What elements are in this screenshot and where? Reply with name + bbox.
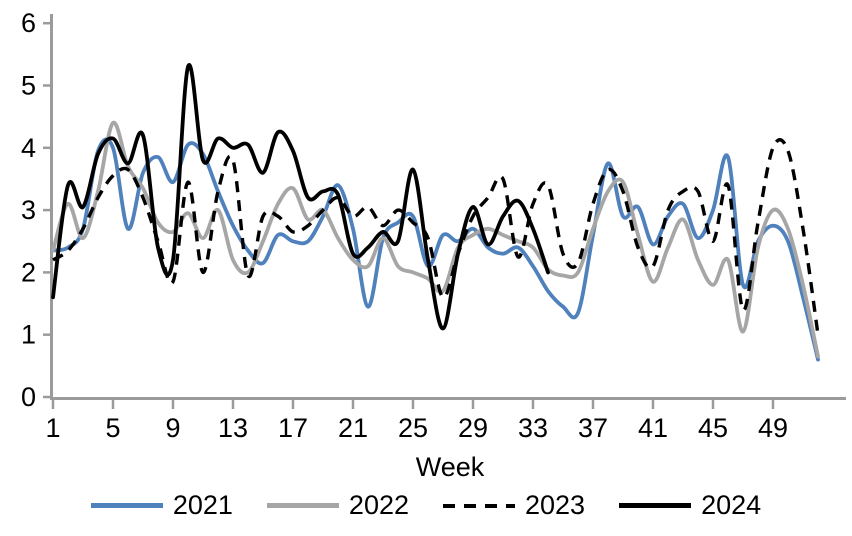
y-tick-label: 4 (21, 133, 36, 163)
y-tick-label: 1 (21, 320, 36, 350)
legend-swatch-2022 (266, 503, 339, 508)
legend-label-2023: 2023 (525, 490, 586, 520)
series-line-2022 (51, 120, 820, 359)
x-axis-title: Week (415, 452, 485, 482)
legend: 2021 2022 2023 2024 (0, 490, 852, 521)
legend-swatch-2021 (90, 503, 163, 508)
x-tick-label: 9 (165, 413, 180, 443)
x-tick-label: 13 (218, 413, 248, 443)
legend-label-2021: 2021 (172, 490, 233, 520)
x-tick-label: 21 (338, 413, 368, 443)
y-tick-label: 5 (21, 71, 36, 101)
x-tick-label: 29 (458, 413, 488, 443)
legend-swatch-2024 (619, 503, 692, 508)
legend-item-2024: 2024 (619, 490, 761, 521)
x-tick-label: 25 (398, 413, 428, 443)
x-tick-label: 37 (578, 413, 608, 443)
legend-label-2024: 2024 (701, 490, 762, 520)
y-tick-label: 6 (21, 8, 36, 38)
x-tick-label: 49 (758, 413, 788, 443)
legend-item-2021: 2021 (90, 490, 233, 521)
legend-label-2022: 2022 (348, 490, 409, 520)
y-tick-label: 0 (21, 382, 36, 412)
x-tick-label: 5 (105, 413, 120, 443)
x-tick-label: 17 (278, 413, 308, 443)
x-tick-label: 45 (698, 413, 728, 443)
y-tick-label: 3 (21, 195, 36, 225)
series-line-2021 (51, 137, 820, 362)
x-tick-label: 41 (638, 413, 668, 443)
series-line-2023 (52, 138, 820, 335)
legend-item-2022: 2022 (266, 490, 409, 521)
x-tick-label: 1 (45, 413, 60, 443)
series-line-2024 (51, 63, 550, 331)
y-tick-label: 2 (21, 257, 36, 287)
x-tick-label: 33 (518, 413, 548, 443)
legend-item-2023: 2023 (443, 490, 585, 521)
legend-swatch-2023 (443, 503, 515, 508)
